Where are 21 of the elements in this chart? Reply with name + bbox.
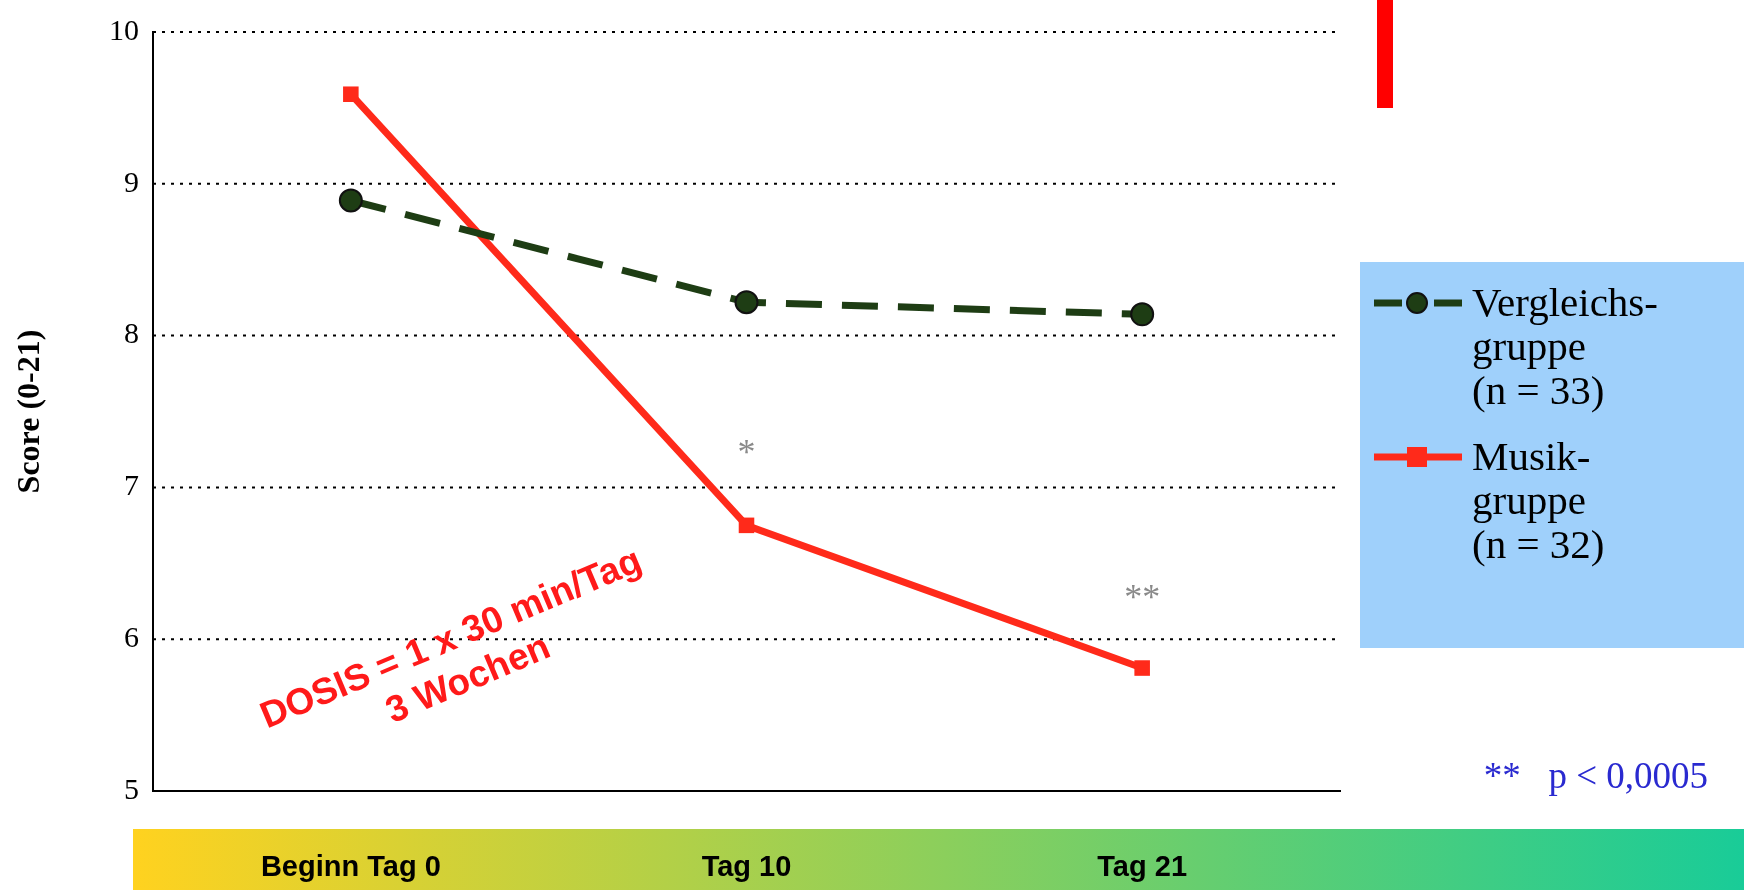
y-tick-label: 5 xyxy=(124,771,139,805)
x-tick-label: Beginn Tag 0 xyxy=(260,850,441,883)
x-tick-label: Tag 21 xyxy=(1097,850,1188,883)
legend-label: Musik- gruppe (n = 32) xyxy=(1472,433,1606,567)
point xyxy=(1134,660,1150,676)
point xyxy=(1130,302,1155,327)
y-tick-label: 8 xyxy=(124,316,139,350)
y-axis-title: Score (0-21) xyxy=(10,329,47,494)
y-tick-label: 6 xyxy=(124,620,139,654)
legend-label: Vergleichs- gruppe (n = 33) xyxy=(1472,279,1659,413)
y-tick-label: 9 xyxy=(124,164,139,198)
y-tick-label: 7 xyxy=(124,468,139,502)
y-tick-label: 10 xyxy=(109,12,139,46)
point xyxy=(338,188,363,213)
point xyxy=(738,517,755,534)
point xyxy=(343,86,359,103)
point xyxy=(734,290,759,315)
text: ** p < 0,0005 xyxy=(1483,754,1708,796)
x-tick-label: Tag 10 xyxy=(701,850,792,883)
annotation: * xyxy=(737,432,756,473)
annotation: ** xyxy=(1124,577,1161,618)
